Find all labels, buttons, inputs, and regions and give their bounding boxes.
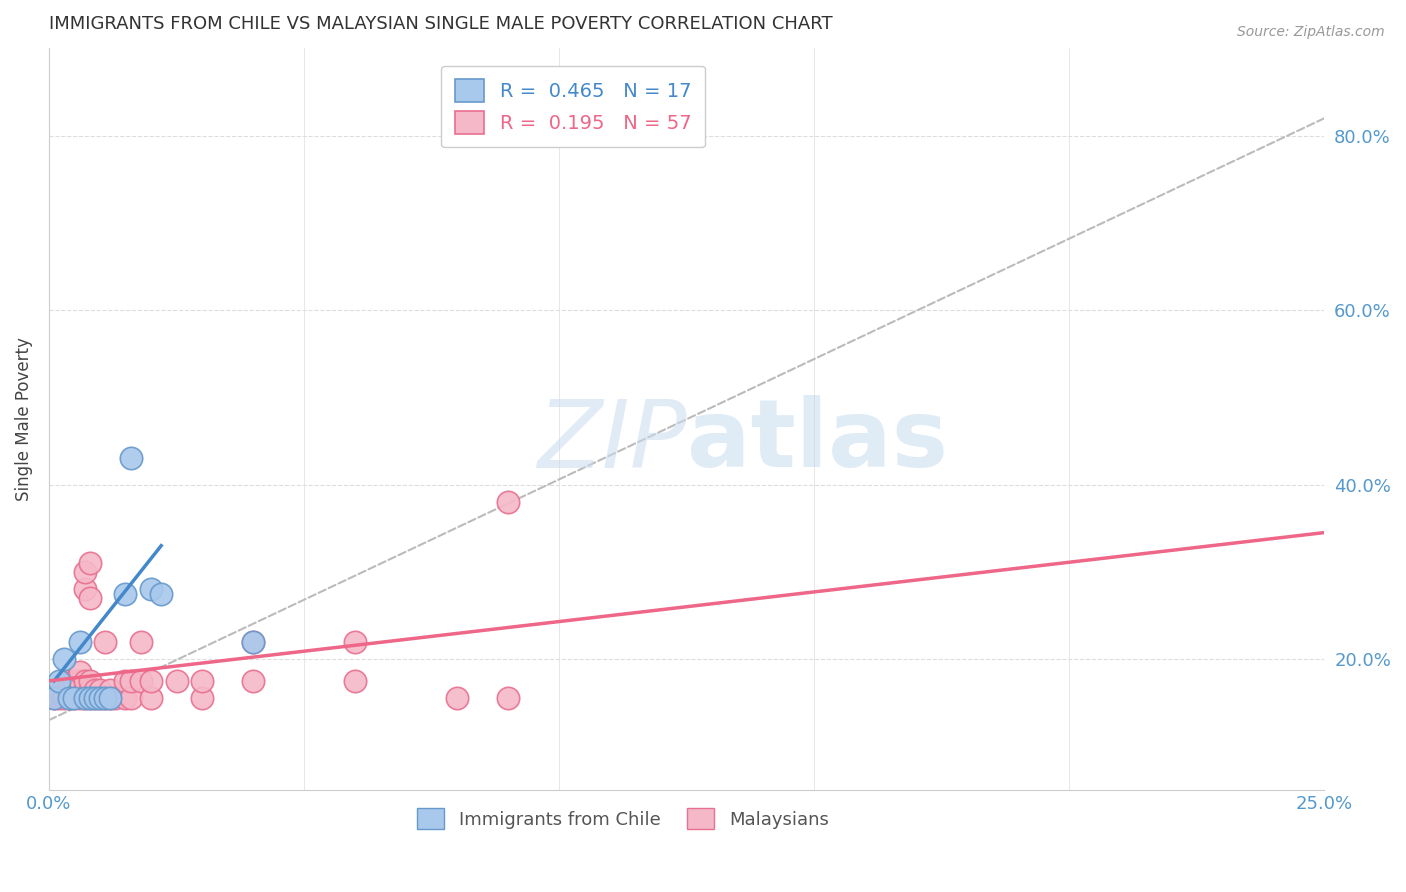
Point xyxy=(58,682,80,697)
Point xyxy=(242,673,264,688)
Point xyxy=(53,687,76,701)
Point xyxy=(53,691,76,706)
Point xyxy=(48,682,70,697)
Point xyxy=(139,691,162,706)
Point xyxy=(63,673,86,688)
Point xyxy=(496,691,519,706)
Point xyxy=(344,673,367,688)
Point xyxy=(63,682,86,697)
Point xyxy=(69,634,91,648)
Point xyxy=(73,582,96,597)
Point xyxy=(79,682,101,697)
Point xyxy=(63,691,86,706)
Text: Source: ZipAtlas.com: Source: ZipAtlas.com xyxy=(1237,25,1385,39)
Point xyxy=(94,691,117,706)
Point xyxy=(83,691,105,706)
Point xyxy=(48,673,70,688)
Text: IMMIGRANTS FROM CHILE VS MALAYSIAN SINGLE MALE POVERTY CORRELATION CHART: IMMIGRANTS FROM CHILE VS MALAYSIAN SINGL… xyxy=(49,15,832,33)
Point xyxy=(79,673,101,688)
Point xyxy=(98,691,121,706)
Legend: Immigrants from Chile, Malaysians: Immigrants from Chile, Malaysians xyxy=(409,801,837,837)
Point xyxy=(73,682,96,697)
Point xyxy=(446,691,468,706)
Point xyxy=(191,691,214,706)
Point xyxy=(73,673,96,688)
Point xyxy=(58,673,80,688)
Point xyxy=(496,495,519,509)
Point xyxy=(53,678,76,692)
Point xyxy=(98,691,121,706)
Point xyxy=(42,687,65,701)
Point xyxy=(83,691,105,706)
Point xyxy=(139,582,162,597)
Point xyxy=(79,691,101,706)
Point xyxy=(139,673,162,688)
Point xyxy=(94,691,117,706)
Point xyxy=(63,687,86,701)
Point xyxy=(89,691,111,706)
Point xyxy=(94,634,117,648)
Point xyxy=(150,587,173,601)
Point xyxy=(104,691,127,706)
Text: ZIP: ZIP xyxy=(537,396,686,487)
Point xyxy=(79,556,101,570)
Point xyxy=(120,691,142,706)
Point xyxy=(114,691,136,706)
Point xyxy=(69,687,91,701)
Point xyxy=(120,451,142,466)
Point xyxy=(98,682,121,697)
Point xyxy=(191,673,214,688)
Point xyxy=(129,634,152,648)
Point xyxy=(120,673,142,688)
Point xyxy=(83,682,105,697)
Point xyxy=(48,687,70,701)
Point xyxy=(58,687,80,701)
Text: atlas: atlas xyxy=(686,395,948,487)
Point xyxy=(114,587,136,601)
Point xyxy=(73,691,96,706)
Point xyxy=(73,565,96,579)
Point xyxy=(42,691,65,706)
Point xyxy=(166,673,188,688)
Point xyxy=(79,691,101,706)
Point xyxy=(58,691,80,706)
Point xyxy=(69,673,91,688)
Point xyxy=(79,591,101,605)
Point xyxy=(114,673,136,688)
Point xyxy=(69,665,91,680)
Point xyxy=(48,691,70,706)
Point xyxy=(129,673,152,688)
Point xyxy=(242,634,264,648)
Point xyxy=(344,634,367,648)
Point xyxy=(69,691,91,706)
Point xyxy=(73,691,96,706)
Y-axis label: Single Male Poverty: Single Male Poverty xyxy=(15,337,32,501)
Point xyxy=(58,691,80,706)
Point xyxy=(42,691,65,706)
Point xyxy=(53,652,76,666)
Point xyxy=(89,682,111,697)
Point xyxy=(89,691,111,706)
Point xyxy=(63,691,86,706)
Point xyxy=(242,634,264,648)
